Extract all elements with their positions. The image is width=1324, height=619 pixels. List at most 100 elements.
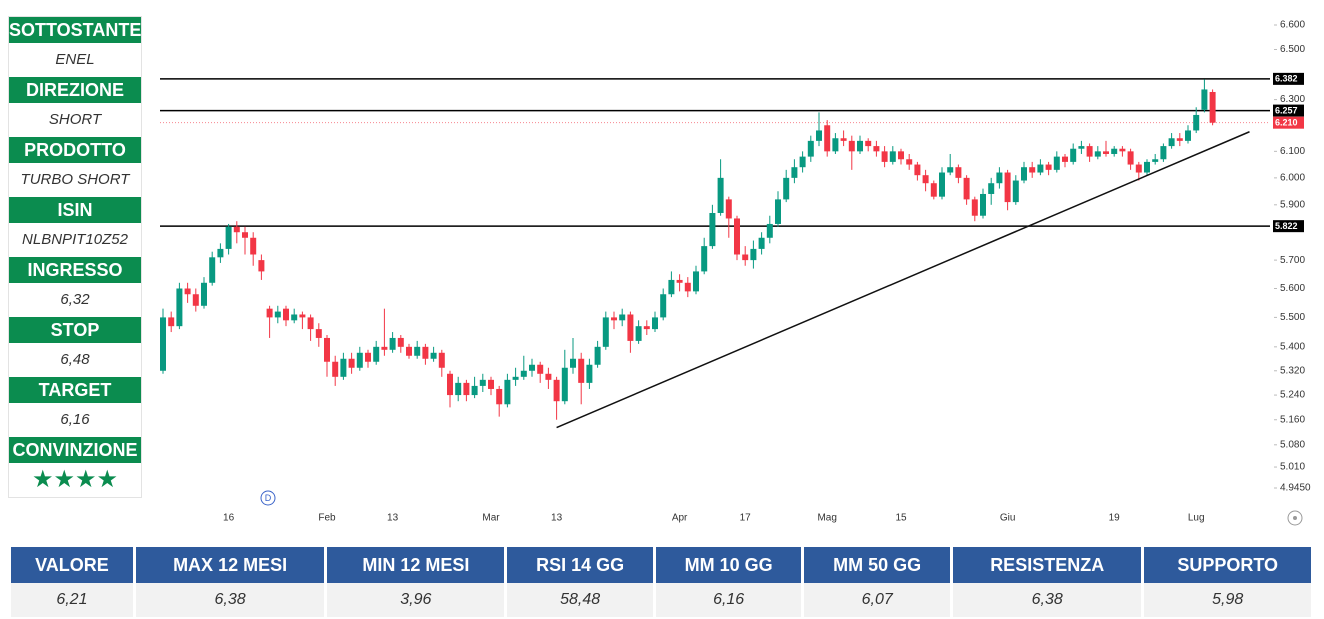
- candle-body: [840, 138, 847, 141]
- sidebar-label: STOP: [9, 317, 141, 343]
- candle-body: [553, 379, 560, 402]
- candle-body: [684, 282, 691, 292]
- x-tick-label: 17: [740, 513, 752, 524]
- x-tick-label: 19: [1109, 513, 1121, 524]
- candle-body: [676, 279, 683, 283]
- sidebar-label: ISIN: [9, 197, 141, 223]
- candle-body: [1012, 180, 1019, 203]
- candle-body: [578, 358, 585, 383]
- sidebar-label: DIREZIONE: [9, 77, 141, 103]
- candle-body: [906, 159, 913, 165]
- candle-body: [939, 172, 945, 197]
- candle-body: [373, 346, 380, 362]
- candle-body: [1086, 146, 1093, 157]
- candle-body: [168, 317, 175, 327]
- candle-body: [709, 212, 716, 247]
- y-tick-label: 5.900: [1280, 199, 1305, 210]
- candle-body: [504, 379, 511, 405]
- table-header: MM 10 GG: [655, 547, 802, 583]
- candle-body: [389, 337, 396, 350]
- candle-body: [291, 314, 298, 321]
- event-marker: [260, 490, 276, 506]
- candle-body: [783, 177, 790, 200]
- sidebar-value: SHORT: [48, 111, 102, 128]
- x-tick-label: 15: [895, 513, 907, 524]
- candle-body: [873, 146, 880, 152]
- candle-body: [1160, 146, 1167, 160]
- candle-body: [922, 175, 929, 184]
- table-header: MIN 12 MESI: [327, 547, 505, 583]
- candle-body: [668, 279, 675, 295]
- level-label: 6.257: [1275, 105, 1298, 115]
- candle-body: [340, 358, 347, 377]
- candle-body: [463, 382, 470, 396]
- candle-body: [766, 223, 773, 238]
- candle-body: [414, 346, 421, 356]
- candle-body: [488, 379, 494, 389]
- candle-body: [1078, 146, 1085, 149]
- candle-body: [258, 260, 265, 272]
- table-cell: 58,48: [507, 583, 653, 617]
- candle-body: [570, 358, 576, 368]
- sidebar-value: TURBO SHORT: [20, 171, 130, 188]
- sidebar: SOTTOSTANTE ENEL DIREZIONE SHORT PRODOTTO TUR…: [8, 16, 142, 498]
- candle-body: [1037, 164, 1044, 173]
- candle-body: [348, 358, 355, 368]
- candle-body: [1111, 148, 1118, 154]
- candle-body: [447, 373, 453, 396]
- candle-body: [160, 317, 166, 371]
- table-header: VALORE: [11, 547, 133, 583]
- candle-body: [307, 317, 314, 330]
- candle-body: [734, 218, 740, 255]
- candle-body: [586, 364, 593, 383]
- y-tick-label: 5.240: [1280, 390, 1305, 401]
- table-cell: 6,38: [135, 583, 325, 617]
- candle-body: [1021, 167, 1027, 181]
- sidebar-label: TARGET: [9, 377, 141, 403]
- y-tick-label: 6.600: [1280, 20, 1305, 31]
- candle-body: [652, 317, 658, 330]
- candle-body: [881, 151, 888, 162]
- candle-body: [1103, 151, 1109, 154]
- sidebar-value: ENEL: [55, 51, 95, 68]
- x-tick-label: Giu: [1000, 513, 1016, 524]
- candle-body: [233, 226, 240, 233]
- settings-icon[interactable]: [1287, 510, 1303, 526]
- x-tick-label: 13: [551, 513, 563, 524]
- trendline: [556, 131, 1250, 429]
- y-tick-label: 5.500: [1280, 312, 1305, 323]
- level-label-bg: [1273, 104, 1304, 117]
- candle-body: [537, 364, 544, 374]
- candle-body: [545, 373, 552, 380]
- stats-table: VALORE MAX 12 MESI MIN 12 MESI RSI 14 GG MM …: [8, 547, 1314, 617]
- candle-body: [635, 326, 642, 341]
- candle-body: [365, 352, 371, 362]
- candle-body: [750, 248, 757, 261]
- candle-body: [725, 199, 732, 219]
- level-label: 6.210: [1275, 118, 1298, 128]
- candle-body: [455, 382, 462, 396]
- candle-body: [1045, 164, 1052, 170]
- candle-body: [176, 288, 183, 327]
- candle-body: [520, 370, 527, 377]
- x-tick-label: Lug: [1188, 513, 1205, 524]
- candle-body: [660, 294, 667, 318]
- settings-icon-dot: [1293, 516, 1297, 520]
- candle-body: [561, 367, 568, 402]
- candle-body: [988, 183, 995, 194]
- level-label-bg: [1273, 116, 1304, 129]
- level-label: 6.382: [1275, 74, 1298, 84]
- event-marker-label: D: [265, 493, 272, 503]
- candle-body: [299, 314, 306, 318]
- table-row: 6,21 6,38 3,96 58,48 6,16 6,07 6,38 5,98: [11, 583, 1311, 617]
- table-cell: 6,38: [952, 583, 1142, 617]
- chart: 6.600 6.500 6.300 6.100 6.000 5.900 5.700 5.600…: [160, 20, 1311, 526]
- y-tick-label: 5.700: [1280, 255, 1305, 266]
- candle-body: [602, 317, 609, 347]
- candle-body: [865, 140, 872, 147]
- candle-body: [1201, 89, 1208, 110]
- candle-body: [1127, 151, 1134, 165]
- candle-body: [397, 337, 404, 347]
- candle-body: [324, 337, 330, 362]
- candle-body: [471, 385, 478, 396]
